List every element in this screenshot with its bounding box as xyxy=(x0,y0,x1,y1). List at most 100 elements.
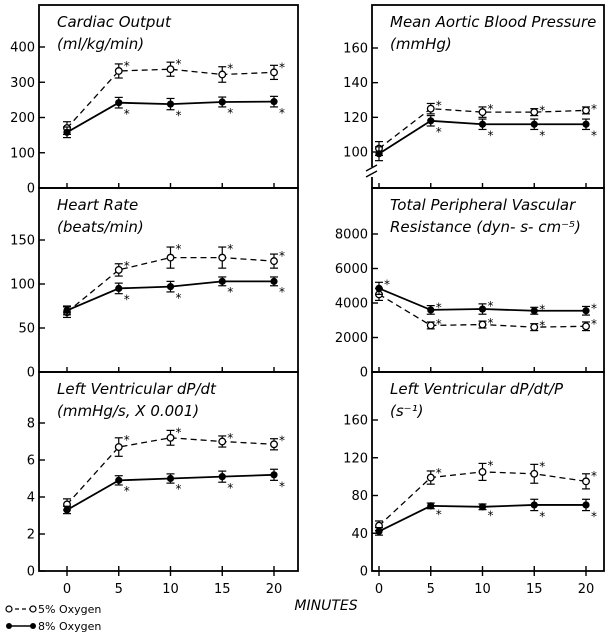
significance-star: * xyxy=(591,102,597,116)
significance-star: * xyxy=(488,509,494,523)
data-point xyxy=(166,253,175,262)
y-tick-label: 0 xyxy=(360,366,368,381)
y-tick-label: 8000 xyxy=(335,228,368,243)
significance-star: * xyxy=(436,508,442,522)
y-tick-label: 160 xyxy=(343,42,368,57)
significance-star: * xyxy=(176,291,182,305)
legend: 5% Oxygen 8% Oxygen xyxy=(5,603,101,633)
significance-star: * xyxy=(539,459,545,473)
significance-star: * xyxy=(384,277,390,291)
data-point xyxy=(530,323,539,332)
data-point xyxy=(218,253,227,262)
significance-star: * xyxy=(124,484,130,498)
y-tick-label: 50 xyxy=(18,322,35,337)
series-5pct-oxygen: * * * * xyxy=(375,98,597,157)
panel-title: Left Ventricular dP/dt xyxy=(57,380,217,398)
legend-marker-filled xyxy=(30,623,36,629)
y-tick-label: 150 xyxy=(10,234,35,249)
significance-star: * xyxy=(176,242,182,256)
panel-title: (ml/kg/min) xyxy=(57,35,144,53)
legend-item-8pct: 8% Oxygen xyxy=(6,620,101,633)
data-point xyxy=(375,150,383,158)
y-tick-label: 0 xyxy=(360,565,368,580)
data-point xyxy=(478,305,487,313)
plot-frame xyxy=(371,371,605,572)
legend-marker-open xyxy=(5,605,13,613)
panel-6: Left Ventricular dP/dt/P (s⁻¹) 0 40 80 120 160… xyxy=(343,371,605,597)
x-axis-label: MINUTES xyxy=(294,598,357,614)
data-point xyxy=(218,98,226,106)
data-point xyxy=(582,477,590,486)
data-point xyxy=(530,469,539,478)
significance-star: * xyxy=(539,510,545,524)
plot-frame xyxy=(38,187,299,373)
significance-star: * xyxy=(176,109,182,123)
data-point xyxy=(582,120,590,128)
data-point xyxy=(218,70,227,79)
significance-star: * xyxy=(539,128,545,142)
data-point xyxy=(478,108,487,117)
x-tick-label: 20 xyxy=(266,582,283,597)
x-tick-label: 5 xyxy=(115,582,123,597)
significance-star: * xyxy=(279,60,285,74)
significance-star: * xyxy=(227,431,233,445)
data-point xyxy=(426,104,435,113)
significance-star: * xyxy=(436,317,442,331)
x-tick-label: 0 xyxy=(63,582,71,597)
data-point xyxy=(427,117,435,125)
significance-star: * xyxy=(124,59,130,73)
y-tick-label: 120 xyxy=(343,111,368,126)
series-5pct-oxygen: * * * * xyxy=(375,287,597,333)
data-point xyxy=(270,440,278,449)
significance-star: * xyxy=(488,299,494,313)
significance-star: * xyxy=(591,317,597,331)
y-tick-label: 100 xyxy=(10,146,35,161)
series-5pct-oxygen: * * * * xyxy=(63,242,285,319)
data-point xyxy=(218,437,227,446)
series-5pct-oxygen: * * * * xyxy=(63,425,285,511)
y-tick-label: 140 xyxy=(343,76,368,91)
y-tick-label: 300 xyxy=(10,76,35,91)
data-point xyxy=(582,501,590,509)
data-point xyxy=(530,501,538,509)
data-point xyxy=(63,306,71,314)
series-8pct-oxygen: * * * * xyxy=(375,498,597,536)
y-tick-label: 120 xyxy=(343,451,368,466)
significance-star: * xyxy=(488,128,494,142)
panel-title: (mmHg/s, X 0.001) xyxy=(57,402,199,420)
significance-star: * xyxy=(279,434,285,448)
significance-star: * xyxy=(591,469,597,483)
significance-star: * xyxy=(279,479,285,493)
panel-title: Total Peripheral Vascular xyxy=(390,196,576,214)
significance-star: * xyxy=(124,259,130,273)
significance-star: * xyxy=(124,433,130,447)
data-point xyxy=(114,443,123,451)
x-tick-label: 0 xyxy=(375,582,383,597)
x-tick-label: 10 xyxy=(162,582,179,597)
y-tick-label: 100 xyxy=(343,146,368,161)
significance-star: * xyxy=(436,301,442,315)
data-point xyxy=(426,473,435,482)
legend-marker-filled xyxy=(6,623,12,629)
data-point xyxy=(166,283,175,291)
plot-frame xyxy=(371,4,605,189)
data-point xyxy=(218,277,226,285)
series-8pct-oxygen: * * * * xyxy=(63,95,285,139)
significance-star: * xyxy=(227,62,233,76)
series-5pct-oxygen: * * * * xyxy=(63,57,285,136)
axis-break-mark xyxy=(365,164,378,172)
data-point xyxy=(478,503,487,511)
y-tick-label: 40 xyxy=(351,527,368,542)
data-point xyxy=(427,306,435,314)
legend-label: 8% Oxygen xyxy=(38,620,101,633)
legend-label: 5% Oxygen xyxy=(38,603,101,616)
data-point xyxy=(478,320,487,329)
panel-title: Mean Aortic Blood Pressure xyxy=(390,13,596,31)
y-tick-label: 200 xyxy=(10,111,35,126)
axis-break-gap xyxy=(368,167,376,177)
data-point xyxy=(530,307,538,315)
data-point xyxy=(375,284,383,292)
data-point xyxy=(166,100,175,108)
data-point xyxy=(530,120,538,128)
